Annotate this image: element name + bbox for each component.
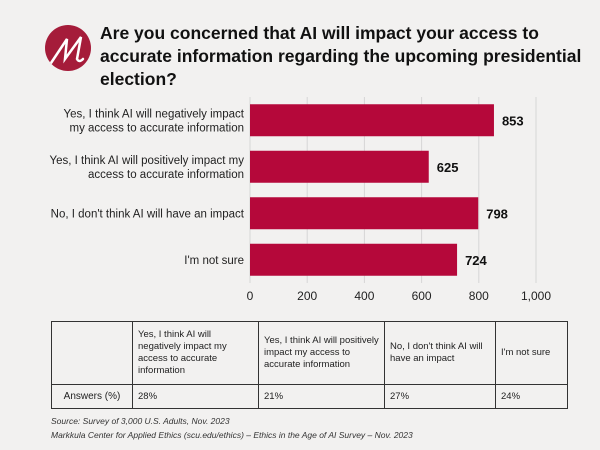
data-label: 798 [486, 206, 508, 221]
bar [250, 243, 458, 276]
table-cell: 27% [384, 384, 496, 409]
x-tick-label: 800 [469, 289, 489, 303]
category-label: access to accurate information [88, 169, 244, 181]
credit-note: Markkula Center for Applied Ethics (scu.… [51, 430, 413, 440]
row-label: Answers (%) [51, 384, 133, 409]
answers-table: Yes, I think AI will negatively impact m… [51, 321, 568, 409]
bar [250, 197, 479, 230]
x-tick-label: 0 [247, 289, 254, 303]
category-label: Yes, I think AI will negatively impact [64, 108, 245, 120]
table-header: Yes, I think AI will negatively impact m… [132, 321, 259, 385]
category-label: Yes, I think AI will positively impact m… [49, 155, 244, 167]
x-tick-label: 600 [412, 289, 432, 303]
chart-title: Are you concerned that AI will impact yo… [100, 23, 582, 89]
data-label: 853 [502, 113, 524, 128]
table-header-blank [51, 321, 133, 385]
category-label: my access to accurate information [70, 122, 245, 134]
table-header: I'm not sure [495, 321, 568, 385]
x-tick-label: 200 [297, 289, 317, 303]
table-header: Yes, I think AI will positively impact m… [258, 321, 385, 385]
table-header: No, I don't think AI will have an impact [384, 321, 496, 385]
bar [250, 104, 494, 137]
x-tick-label: 400 [354, 289, 374, 303]
bar-chart: 0 200 400 600 800 1,000 853 Yes, I think AI wil… [49, 97, 551, 303]
data-label: 724 [465, 253, 487, 268]
x-tick-label: 1,000 [521, 289, 551, 303]
table-cell: 28% [132, 384, 259, 409]
table-cell: 21% [258, 384, 385, 409]
category-label: No, I don't think AI will have an impact [51, 208, 245, 220]
markkula-logo [45, 25, 91, 71]
data-label: 625 [437, 160, 459, 175]
bar [250, 150, 429, 183]
table-cell: 24% [495, 384, 568, 409]
source-note: Source: Survey of 3,000 U.S. Adults, Nov… [51, 416, 230, 426]
category-label: I'm not sure [184, 255, 244, 267]
